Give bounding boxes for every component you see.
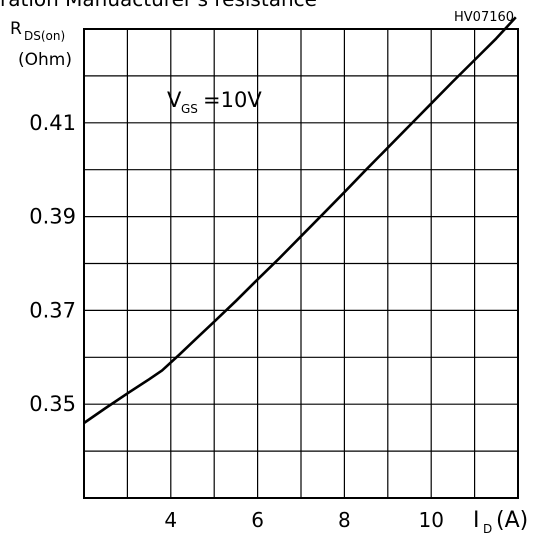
y-axis-label-main: R: [10, 19, 22, 39]
x-axis-label-sub: D: [483, 522, 492, 536]
page-title-fragment: ration Manuacturer's resistance: [0, 0, 317, 11]
plot-frame: [83, 28, 519, 499]
y-axis-label: R DS(on) (Ohm): [10, 19, 72, 70]
figure-code: HV07160: [454, 10, 514, 25]
y-tick-label: 0.35: [29, 392, 76, 416]
y-axis-label-unit: (Ohm): [18, 50, 72, 70]
x-tick-label: 6: [251, 508, 264, 532]
x-tick-labels: 4 6 8 10: [164, 508, 443, 532]
annotation-text: =10V: [203, 88, 262, 112]
x-axis-label-main: I: [473, 508, 480, 533]
y-tick-label: 0.39: [29, 205, 76, 229]
x-axis-label-unit: (A): [496, 508, 528, 533]
x-tick-label: 10: [418, 508, 443, 532]
series-line: [83, 16, 517, 425]
x-tick-label: 4: [164, 508, 177, 532]
y-axis-label-sub: DS(on): [24, 29, 65, 43]
y-tick-labels: 0.35 0.37 0.39 0.41: [29, 111, 76, 416]
y-tick-label: 0.37: [29, 298, 76, 322]
grid: [84, 29, 518, 498]
annotation-main: V: [167, 88, 182, 112]
x-axis-label: I D (A): [473, 508, 528, 536]
annotation-sub: GS: [181, 102, 198, 116]
y-tick-label: 0.41: [29, 111, 76, 135]
annotation-vgs: V GS =10V: [167, 88, 262, 116]
x-tick-label: 8: [338, 508, 351, 532]
